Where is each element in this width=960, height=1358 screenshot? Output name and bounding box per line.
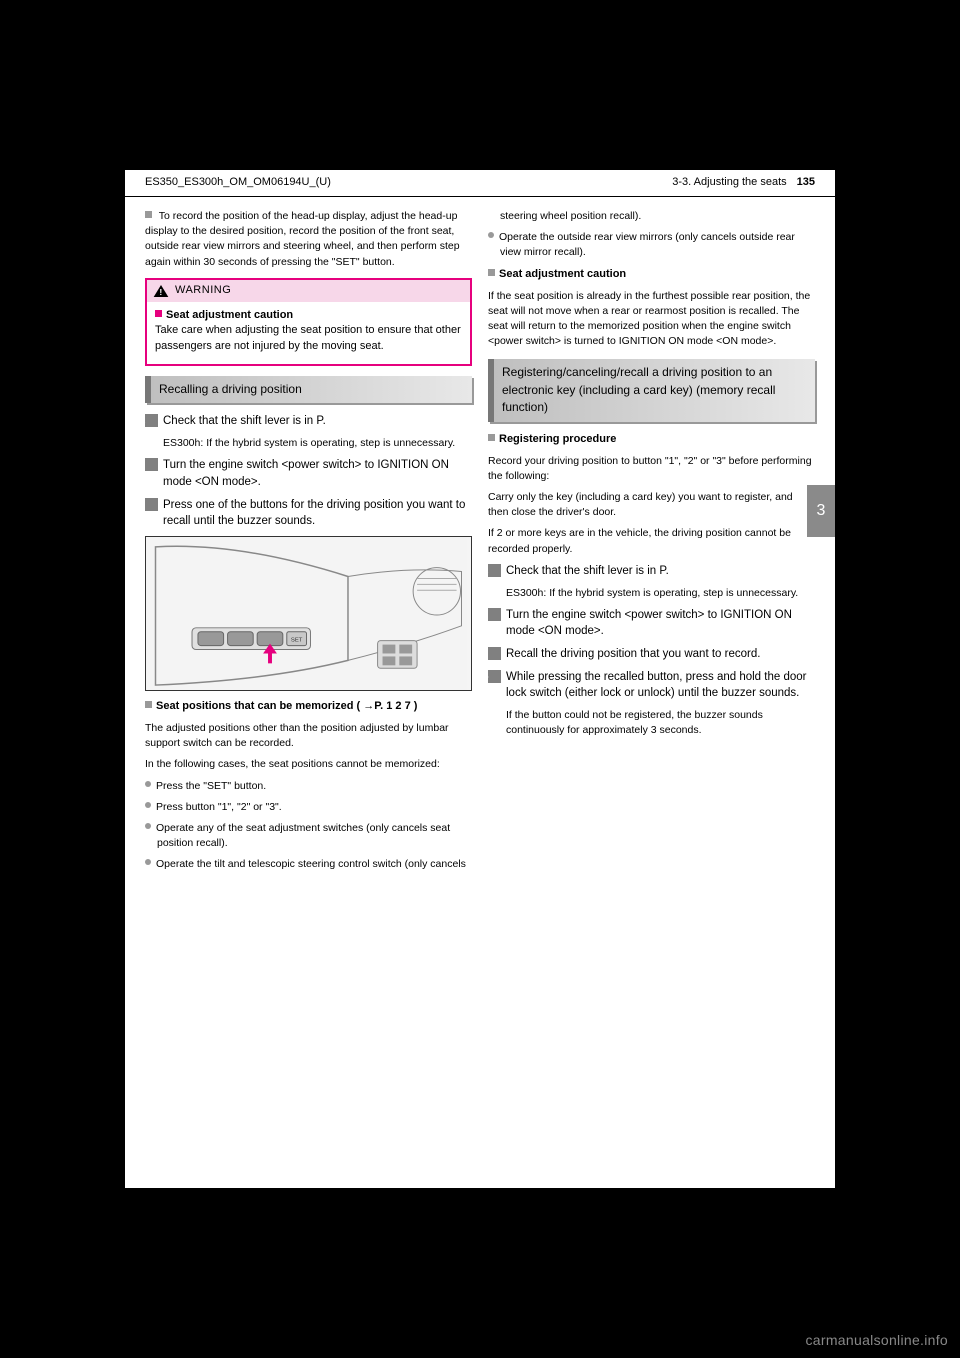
intro-text: To record the position of the head-up di… [145, 210, 460, 268]
warning-body: Seat adjustment caution Take care when a… [147, 302, 470, 364]
register-intro: Record your driving position to button "… [488, 454, 815, 484]
manual-page: ES350_ES300h_OM_OM06194U_(U) 3-3. Adjust… [125, 170, 835, 1188]
memory-buttons-illustration: SET [145, 536, 472, 691]
continuation: steering wheel position recall). [488, 209, 815, 224]
bullet-item: Press button "1", "2" or "3". [145, 800, 472, 815]
warning-bullet-icon [155, 310, 162, 317]
left-column: To record the position of the head-up di… [145, 209, 472, 879]
bullet-square-icon [145, 701, 152, 708]
warning-text: Take care when adjusting the seat positi… [155, 324, 461, 351]
step-1-text: Check that the shift lever is in P. [506, 565, 669, 577]
dot-icon [145, 781, 151, 787]
step-1-note-text: ES300h: If the hybrid system is operatin… [506, 587, 798, 599]
warning-heading: Seat adjustment caution [166, 309, 293, 321]
right-column: steering wheel position recall). Operate… [488, 209, 815, 879]
page-header: ES350_ES300h_OM_OM06194U_(U) 3-3. Adjust… [125, 170, 835, 197]
chapter-tab: 3 [807, 485, 835, 537]
header-right: 3-3. Adjusting the seats 135 [672, 176, 815, 188]
step-number-icon: 2 [488, 608, 501, 621]
sub-body: If the seat position is already in the f… [488, 289, 815, 350]
sub-heading: Seat adjustment caution [488, 267, 815, 283]
step-2: 2 Turn the engine switch <power switch> t… [145, 457, 472, 490]
bullet-text: Press button "1", "2" or "3". [156, 801, 282, 813]
warning-header: ! WARNING [147, 280, 470, 302]
step-number-icon: 1 [488, 564, 501, 577]
page-number: 135 [797, 176, 815, 188]
step-2-text: Turn the engine switch <power switch> to… [506, 609, 792, 638]
step-3: 3 Press one of the buttons for the drivin… [145, 497, 472, 530]
step-number-icon: 3 [145, 498, 158, 511]
bullet-square-icon [145, 211, 152, 218]
step-2-text: Turn the engine switch <power switch> to… [163, 459, 449, 488]
dot-icon [488, 232, 494, 238]
section-heading-recall: Recalling a driving position [145, 376, 472, 403]
door-panel-svg: SET [146, 537, 471, 690]
dot-icon [145, 802, 151, 808]
dot-icon [145, 859, 151, 865]
doc-id: ES350_ES300h_OM_OM06194U_(U) [145, 176, 331, 188]
register-note: Carry only the key (including a card key… [488, 490, 815, 520]
step-number-icon: 1 [145, 414, 158, 427]
step-number-icon: 2 [145, 458, 158, 471]
step-1-note: ES300h: If the hybrid system is operatin… [145, 436, 472, 451]
section-heading-register: Registering/canceling/recall a driving p… [488, 359, 815, 421]
watermark: carmanualsonline.info [806, 1332, 949, 1348]
svg-text:SET: SET [291, 638, 303, 644]
bullet-text: Press the "SET" button. [156, 780, 266, 792]
end-note: If the button could not be registered, t… [488, 708, 815, 738]
step-4-text: While pressing the recalled button, pres… [506, 671, 806, 700]
svg-text:!: ! [159, 287, 162, 297]
warning-title: WARNING [175, 283, 231, 299]
step-3-text: Recall the driving position that you wan… [506, 648, 760, 660]
bullet-square-icon [488, 269, 495, 276]
bullet-text: Operate the tilt and telescopic steering… [156, 858, 466, 870]
step-1: 1 Check that the shift lever is in P. [145, 413, 472, 430]
warning-box: ! WARNING Seat adjustment caution Take c… [145, 278, 472, 366]
bullet-item: Operate the tilt and telescopic steering… [145, 857, 472, 872]
step-1: 1 Check that the shift lever is in P. [488, 563, 815, 580]
sub-head-text: Seat adjustment caution [499, 268, 626, 280]
step-number-icon: 3 [488, 647, 501, 660]
step-1-note-text: ES300h: If the hybrid system is operatin… [163, 437, 455, 449]
bullet-item: Operate any of the seat adjustment switc… [145, 821, 472, 851]
bullet-square-icon [488, 434, 495, 441]
dot-icon [145, 823, 151, 829]
sub-heading: Seat positions that can be memorized ( →… [145, 699, 472, 715]
register-note-2: If 2 or more keys are in the vehicle, th… [488, 526, 815, 556]
step-3-text: Press one of the buttons for the driving… [163, 499, 465, 528]
section-title: 3-3. Adjusting the seats [672, 176, 786, 188]
intro-note: To record the position of the head-up di… [145, 209, 472, 270]
step-1-text: Check that the shift lever is in P. [163, 415, 326, 427]
bullet-text: Operate any of the seat adjustment switc… [156, 822, 450, 849]
register-heading: Registering procedure [488, 432, 815, 448]
step-3: 3 Recall the driving position that you wa… [488, 646, 815, 663]
bullet-item: Operate the outside rear view mirrors (o… [488, 230, 815, 260]
register-head-text: Registering procedure [499, 433, 616, 445]
step-number-icon: 4 [488, 670, 501, 683]
sub-body: The adjusted positions other than the po… [145, 721, 472, 751]
warning-triangle-icon: ! [153, 284, 169, 298]
content-columns: To record the position of the head-up di… [125, 197, 835, 879]
step-4: 4 While pressing the recalled button, pre… [488, 669, 815, 702]
step-2: 2 Turn the engine switch <power switch> t… [488, 607, 815, 640]
sub-head-text: Seat positions that can be memorized [156, 700, 353, 712]
bullet-item: Press the "SET" button. [145, 779, 472, 794]
bullet-text: Operate the outside rear view mirrors (o… [499, 231, 795, 258]
step-1-note: ES300h: If the hybrid system is operatin… [488, 586, 815, 601]
bullet-intro: In the following cases, the seat positio… [145, 757, 472, 772]
